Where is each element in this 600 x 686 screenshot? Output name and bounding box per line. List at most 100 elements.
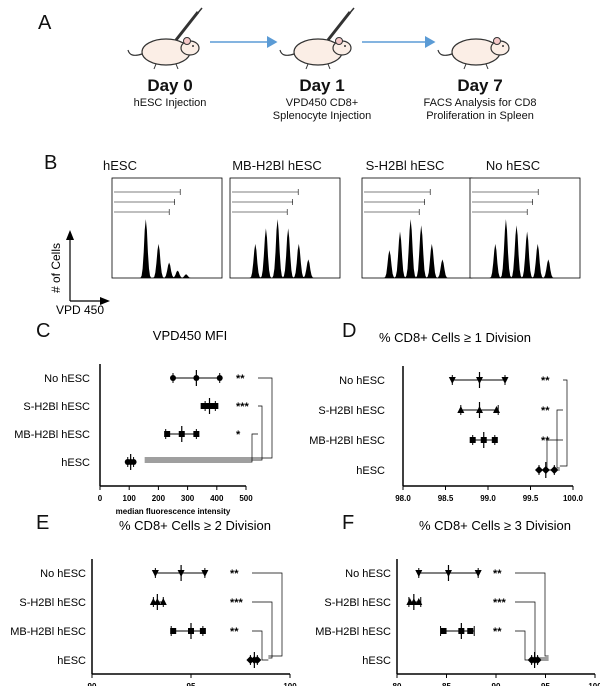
x-tick-label: 95 xyxy=(541,682,550,686)
chart-title: % CD8+ Cells ≥ 2 Division xyxy=(119,518,271,533)
significance-label: ** xyxy=(541,435,550,447)
significance-bracket xyxy=(144,377,273,459)
x-tick-label: 300 xyxy=(181,494,195,503)
x-tick-label: 90 xyxy=(492,682,501,686)
data-point xyxy=(480,437,487,443)
data-point xyxy=(253,656,262,664)
day1-desc-line1: VPD450 CD8+ xyxy=(285,97,359,109)
category-label: MB-H2Bl hESC xyxy=(10,626,86,638)
category-label: S-H2Bl hESC xyxy=(23,401,90,413)
panel-letter-e: E xyxy=(36,512,50,534)
significance-label: ** xyxy=(230,626,239,638)
panel-letter-b: B xyxy=(44,152,58,174)
data-point xyxy=(467,628,474,634)
histogram-title-hesc: hESC xyxy=(103,158,137,173)
data-point xyxy=(476,406,483,413)
data-point xyxy=(170,628,177,634)
x-tick-label: 99.5 xyxy=(523,494,539,503)
data-point xyxy=(153,598,161,605)
chart-title: % CD8+ Cells ≥ 3 Division xyxy=(419,518,571,533)
data-point xyxy=(415,598,423,605)
category-label: hESC xyxy=(356,465,385,477)
dot-plot-C: VPD450 MFI 0 100 200 300 400 500 median fluores… xyxy=(14,328,273,516)
x-tick-label: 100 xyxy=(588,682,600,686)
dot-plot-D: % CD8+ Cells ≥ 1 Division 98.0 98.5 99.0 99.… xyxy=(309,330,583,503)
day7-desc-line1: FACS Analysis for CD8 xyxy=(423,97,537,109)
data-point xyxy=(501,377,509,384)
data-point xyxy=(448,377,456,384)
chart-title: % CD8+ Cells ≥ 1 Division xyxy=(379,330,531,345)
histogram-frame xyxy=(229,177,341,279)
histogram-frame xyxy=(111,177,223,279)
day7-title: Day 7 xyxy=(457,76,503,95)
timeline-panel: Day 0 hESC Injection Day 1 VPD450 CD8+ S… xyxy=(0,0,600,140)
day0-title: Day 0 xyxy=(147,76,193,95)
histogram-title-s-h2bl: S-H2Bl hESC xyxy=(365,158,445,173)
significance-bracket xyxy=(252,601,273,659)
significance-label: ** xyxy=(541,375,550,387)
x-axis-label: median fluorescence intensity xyxy=(116,507,231,516)
histogram-3 xyxy=(469,177,581,279)
data-point xyxy=(193,375,200,381)
significance-bracket xyxy=(144,405,263,461)
histogram-title-mb-h2bl: MB-H2Bl hESC xyxy=(232,158,322,173)
x-tick-label: 400 xyxy=(210,494,224,503)
data-point xyxy=(493,406,500,413)
panel-letter-f: F xyxy=(342,512,355,534)
data-point xyxy=(457,406,465,413)
mouse-with-syringe-icon xyxy=(127,7,203,70)
hist-x-axis-label: VPD 450 xyxy=(56,303,104,316)
data-point xyxy=(170,375,176,381)
data-point xyxy=(541,466,550,474)
histogram-frame xyxy=(361,177,473,279)
data-point xyxy=(444,570,452,577)
significance-bracket xyxy=(252,572,283,657)
data-point xyxy=(212,403,219,409)
significance-label: ** xyxy=(236,373,245,385)
data-point xyxy=(474,570,482,577)
category-label: S-H2Bl hESC xyxy=(324,597,391,609)
x-tick-label: 85 xyxy=(442,682,451,686)
category-label: S-H2Bl hESC xyxy=(19,597,86,609)
day0-desc: hESC Injection xyxy=(133,97,207,109)
significance-label: *** xyxy=(236,401,250,413)
data-point xyxy=(188,628,194,634)
data-point xyxy=(151,570,159,577)
data-point xyxy=(458,628,465,634)
category-label: hESC xyxy=(362,655,391,667)
significance-bracket xyxy=(546,439,563,471)
category-label: hESC xyxy=(57,655,86,667)
x-tick-label: 500 xyxy=(239,494,253,503)
category-label: No hESC xyxy=(40,568,86,580)
hist-y-axis-label: # of Cells xyxy=(49,243,63,293)
day1-title: Day 1 xyxy=(299,76,345,95)
x-tick-label: 98.0 xyxy=(395,494,411,503)
significance-bracket xyxy=(252,630,269,661)
x-tick-label: 0 xyxy=(98,494,103,503)
data-point xyxy=(201,570,209,577)
mouse-icon xyxy=(437,37,510,70)
category-label: No hESC xyxy=(44,373,90,385)
panel-letter-a: A xyxy=(38,12,52,34)
data-point xyxy=(440,628,447,634)
category-label: S-H2Bl hESC xyxy=(318,405,385,417)
x-tick-label: 95 xyxy=(187,682,196,686)
data-point xyxy=(535,466,543,474)
data-point xyxy=(410,598,418,605)
mouse-with-syringe-icon xyxy=(279,7,355,70)
panel-letter-c: C xyxy=(36,320,51,342)
x-tick-label: 90 xyxy=(88,682,97,686)
significance-bracket xyxy=(556,409,563,469)
data-point xyxy=(476,377,483,384)
dot-plots: VPD450 MFI 0 100 200 300 400 500 median fluores… xyxy=(10,328,600,686)
x-tick-label: 100 xyxy=(283,682,297,686)
significance-bracket xyxy=(515,601,549,659)
significance-bracket xyxy=(515,630,549,661)
significance-bracket xyxy=(144,433,258,463)
significance-bracket xyxy=(559,379,568,467)
data-point xyxy=(469,437,476,443)
chart-title: VPD450 MFI xyxy=(153,328,227,343)
data-point xyxy=(177,570,185,577)
data-point xyxy=(206,403,213,409)
x-tick-label: 100.0 xyxy=(563,494,584,503)
